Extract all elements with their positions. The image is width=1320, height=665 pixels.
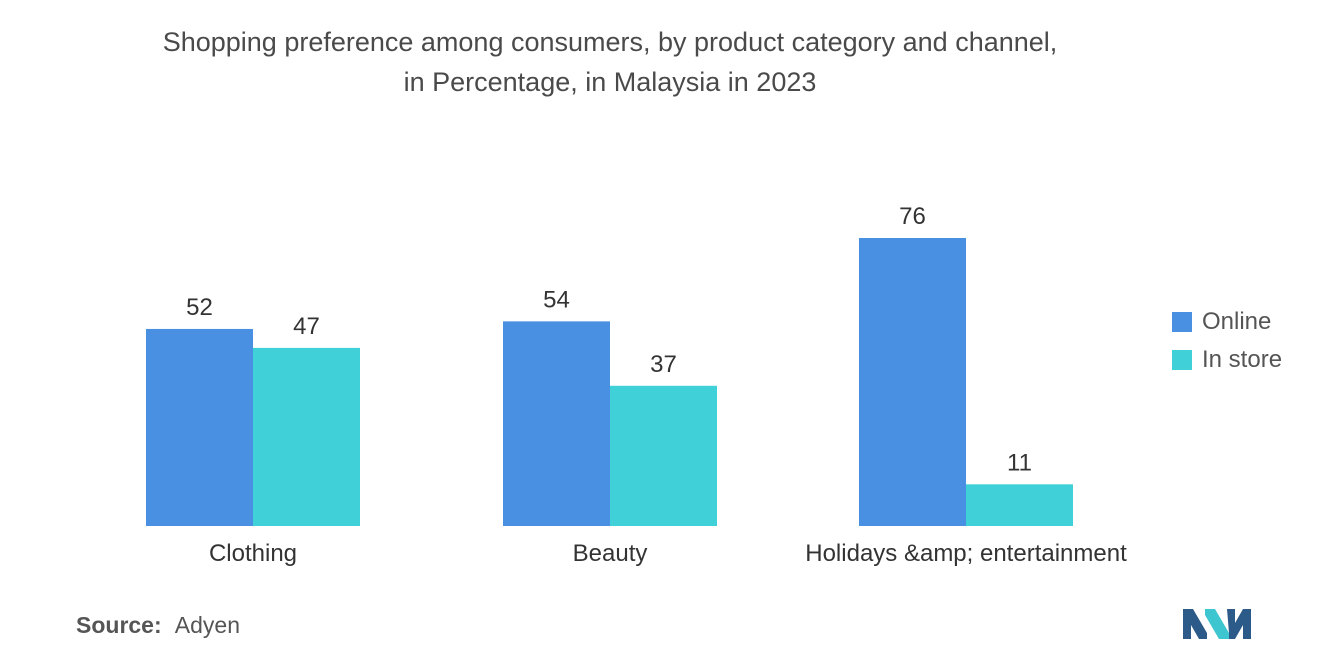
source-note: Source: Adyen — [76, 612, 240, 639]
x-tick-label-clothing: Clothing — [209, 540, 297, 567]
legend-item-online: Online — [1172, 303, 1282, 341]
bar-online-clothing — [146, 328, 253, 526]
source-label: Source: — [76, 612, 162, 638]
legend-swatch-online — [1172, 312, 1192, 332]
legend-item-in-store: In store — [1172, 341, 1282, 379]
source-value: Adyen — [174, 612, 240, 638]
bar-in-store-beauty — [610, 385, 717, 526]
x-tick-label-beauty: Beauty — [573, 540, 648, 567]
data-label-in-store-clothing: 47 — [293, 313, 320, 340]
data-label-online-beauty: 54 — [543, 286, 570, 313]
chart-title: Shopping preference among consumers, by … — [0, 22, 1220, 102]
data-label-in-store-holidays-and-entertainment: 11 — [1007, 449, 1032, 476]
x-tick-label-holidays-and-entertainment: Holidays &amp; entertainment — [805, 540, 1127, 567]
chart-title-line1: Shopping preference among consumers, by … — [162, 27, 1058, 57]
data-label-online-holidays-and-entertainment: 76 — [899, 203, 926, 230]
legend-swatch-in-store — [1172, 350, 1192, 370]
bar-online-holidays-and-entertainment — [859, 238, 966, 526]
data-label-online-clothing: 52 — [186, 294, 213, 321]
data-label-in-store-beauty: 37 — [650, 351, 677, 378]
legend-label-online: Online — [1202, 308, 1272, 335]
bar-in-store-holidays-and-entertainment — [966, 484, 1073, 526]
chart-legend: Online In store — [1172, 303, 1282, 379]
chart-title-line2: in Percentage, in Malaysia in 2023 — [403, 67, 817, 97]
bar-online-beauty — [503, 321, 610, 526]
legend-label-in-store: In store — [1202, 346, 1283, 373]
bar-in-store-clothing — [253, 347, 360, 526]
mordor-logo-icon — [1183, 609, 1251, 639]
